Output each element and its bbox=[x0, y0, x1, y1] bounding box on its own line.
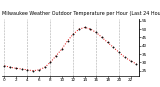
Text: Milwaukee Weather Outdoor Temperature per Hour (Last 24 Hours): Milwaukee Weather Outdoor Temperature pe… bbox=[2, 11, 160, 16]
